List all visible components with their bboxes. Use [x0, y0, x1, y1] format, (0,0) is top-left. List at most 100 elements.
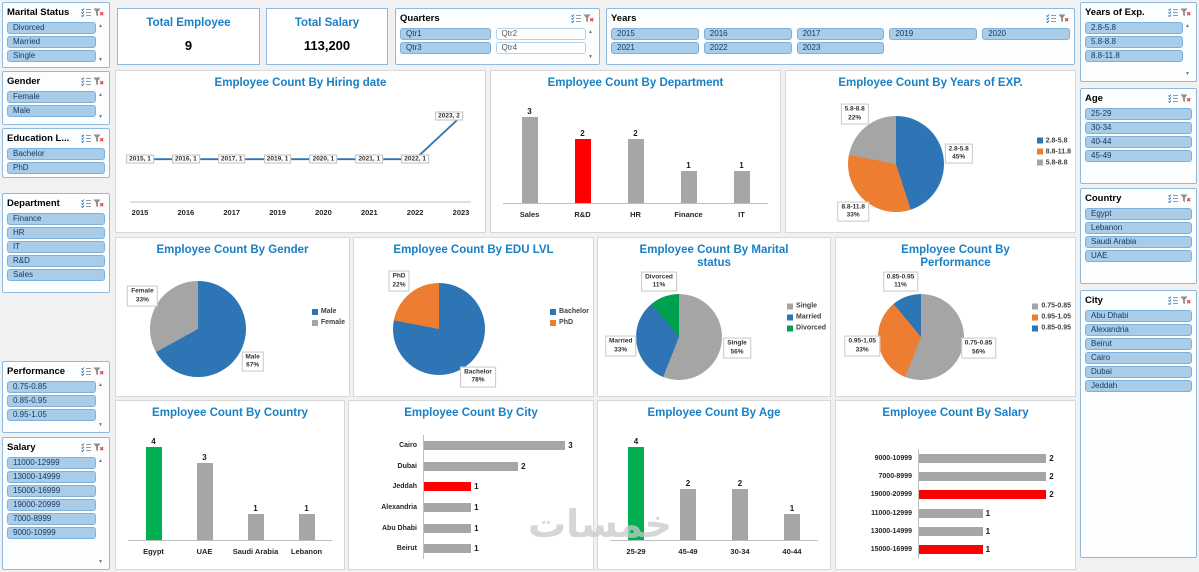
- clear-filter-icon[interactable]: [92, 76, 105, 87]
- slicer-item-13000-14999[interactable]: 13000-14999: [7, 471, 96, 483]
- axis-label: 11000-12999: [871, 509, 912, 517]
- slicer-item-2017[interactable]: 2017: [796, 28, 885, 40]
- slicer-item-45-49[interactable]: 45-49: [1085, 150, 1192, 162]
- slicer-item-male[interactable]: Male: [7, 105, 96, 117]
- slicer-header: Years of Exp.: [1085, 6, 1192, 19]
- scroll-up-icon[interactable]: ▲: [98, 23, 103, 29]
- slicer-scrollbar[interactable]: ▲ ▼: [586, 28, 595, 61]
- slicer-item-married[interactable]: Married: [7, 36, 96, 48]
- slicer-items: 2015 2016 2017 2019 2020 2021 2022 2023: [611, 28, 1070, 61]
- slicer-scrollbar[interactable]: ▲ ▼: [96, 457, 105, 566]
- scroll-down-icon[interactable]: ▼: [1185, 71, 1190, 77]
- slicer-scrollbar[interactable]: ▲ ▼: [96, 91, 105, 121]
- clear-filter-icon[interactable]: [1057, 13, 1070, 24]
- slicer-item-2016[interactable]: 2016: [703, 28, 792, 40]
- slicer-item-15000-16999[interactable]: 15000-16999: [7, 485, 96, 497]
- pie-graphic: [636, 294, 722, 380]
- scroll-down-icon[interactable]: ▼: [98, 559, 103, 565]
- multi-select-icon[interactable]: [79, 198, 92, 209]
- slicer-item-qtr1[interactable]: Qtr1: [400, 28, 491, 40]
- slicer-scrollbar[interactable]: ▲ ▼: [96, 381, 105, 429]
- slicer-item-8-8-11-8[interactable]: 8.8-11.8: [1085, 50, 1183, 62]
- slicer-item-uae[interactable]: UAE: [1085, 250, 1192, 262]
- clear-filter-icon[interactable]: [1179, 93, 1192, 104]
- scroll-down-icon[interactable]: ▼: [98, 57, 103, 63]
- slicer-item-qtr4[interactable]: Qtr4: [495, 42, 586, 54]
- slicer-items: Female Male ▲ ▼: [7, 91, 105, 121]
- slicer-item-abu-dhabi[interactable]: Abu Dhabi: [1085, 310, 1192, 322]
- slicer-item-saudi-arabia[interactable]: Saudi Arabia: [1085, 236, 1192, 248]
- slicer-item-beirut[interactable]: Beirut: [1085, 338, 1192, 350]
- slicer-item-dubai[interactable]: Dubai: [1085, 366, 1192, 378]
- clear-filter-icon[interactable]: [582, 13, 595, 24]
- slicer-item-0-75-0-85[interactable]: 0.75-0.85: [7, 381, 96, 393]
- slicer-item-7000-8999[interactable]: 7000-8999: [7, 513, 96, 525]
- slicer-item-2-8-5-8[interactable]: 2.8-5.8: [1085, 22, 1183, 34]
- multi-select-icon[interactable]: [79, 76, 92, 87]
- slicer-scrollbar[interactable]: ▲ ▼: [96, 22, 105, 64]
- scroll-up-icon[interactable]: ▲: [98, 382, 103, 388]
- multi-select-icon[interactable]: [1166, 93, 1179, 104]
- slicer-item-19000-20999[interactable]: 19000-20999: [7, 499, 96, 511]
- slicer-item-0-85-0-95[interactable]: 0.85-0.95: [7, 395, 96, 407]
- slicer-item-2015[interactable]: 2015: [611, 28, 699, 40]
- scroll-up-icon[interactable]: ▲: [588, 29, 593, 35]
- slicer-item-2019[interactable]: 2019: [889, 28, 978, 40]
- slicer-item-r-d[interactable]: R&D: [7, 255, 105, 267]
- slicer-item-lebanon[interactable]: Lebanon: [1085, 222, 1192, 234]
- slicer-item-hr[interactable]: HR: [7, 227, 105, 239]
- clear-filter-icon[interactable]: [92, 133, 105, 144]
- slicer-item-bachelor[interactable]: Bachelor: [7, 148, 105, 160]
- slicer-item-11000-12999[interactable]: 11000-12999: [7, 457, 96, 469]
- slicer-item-it[interactable]: IT: [7, 241, 105, 253]
- scroll-up-icon[interactable]: ▲: [1185, 23, 1190, 29]
- slicer-item-2023[interactable]: 2023: [796, 42, 885, 54]
- clear-filter-icon[interactable]: [1179, 295, 1192, 306]
- slicer-item-30-34[interactable]: 30-34: [1085, 122, 1192, 134]
- clear-filter-icon[interactable]: [92, 198, 105, 209]
- slicer-item-qtr2[interactable]: Qtr2: [495, 28, 586, 40]
- scroll-down-icon[interactable]: ▼: [98, 422, 103, 428]
- multi-select-icon[interactable]: [1044, 13, 1057, 24]
- slicer-item-divorced[interactable]: Divorced: [7, 22, 96, 34]
- slicer-item-egypt[interactable]: Egypt: [1085, 208, 1192, 220]
- slicer-item-0-95-1-05[interactable]: 0.95-1.05: [7, 409, 96, 421]
- slicer-item-5-8-8-8[interactable]: 5.8-8.8: [1085, 36, 1183, 48]
- multi-select-icon[interactable]: [1166, 193, 1179, 204]
- axis-label: 30-34: [730, 547, 750, 556]
- clear-filter-icon[interactable]: [92, 366, 105, 377]
- slicer-item-2020[interactable]: 2020: [982, 28, 1070, 40]
- slicer-item-2021[interactable]: 2021: [611, 42, 699, 54]
- multi-select-icon[interactable]: [569, 13, 582, 24]
- slicer-item-cairo[interactable]: Cairo: [1085, 352, 1192, 364]
- multi-select-icon[interactable]: [79, 366, 92, 377]
- clear-filter-icon[interactable]: [92, 442, 105, 453]
- clear-filter-icon[interactable]: [92, 7, 105, 18]
- scroll-up-icon[interactable]: ▲: [98, 92, 103, 98]
- slicer-item-female[interactable]: Female: [7, 91, 96, 103]
- slicer-scrollbar[interactable]: ▲ ▼: [1183, 22, 1192, 78]
- slicer-item-alexandria[interactable]: Alexandria: [1085, 324, 1192, 336]
- slicer-item-2022[interactable]: 2022: [703, 42, 792, 54]
- scroll-up-icon[interactable]: ▲: [98, 458, 103, 464]
- slicer-item-sales[interactable]: Sales: [7, 269, 105, 281]
- slicer-item-jeddah[interactable]: Jeddah: [1085, 380, 1192, 392]
- multi-select-icon[interactable]: [1166, 295, 1179, 306]
- multi-select-icon[interactable]: [79, 7, 92, 18]
- slicer-item-9000-10999[interactable]: 9000-10999: [7, 527, 96, 539]
- slicer-item-25-29[interactable]: 25-29: [1085, 108, 1192, 120]
- multi-select-icon[interactable]: [79, 133, 92, 144]
- clear-filter-icon[interactable]: [1179, 7, 1192, 18]
- scroll-down-icon[interactable]: ▼: [98, 114, 103, 120]
- slicer-item-finance[interactable]: Finance: [7, 213, 105, 225]
- slicer-item-phd[interactable]: PhD: [7, 162, 105, 174]
- multi-select-icon[interactable]: [1166, 7, 1179, 18]
- clear-filter-icon[interactable]: [1179, 193, 1192, 204]
- slicer-items: 0.75-0.85 0.85-0.95 0.95-1.05 ▲ ▼: [7, 381, 105, 429]
- multi-select-icon[interactable]: [79, 442, 92, 453]
- slicer-item-single[interactable]: Single: [7, 50, 96, 62]
- slicer-item-qtr3[interactable]: Qtr3: [400, 42, 491, 54]
- scroll-down-icon[interactable]: ▼: [588, 54, 593, 60]
- slicer-item-40-44[interactable]: 40-44: [1085, 136, 1192, 148]
- bar-row: Abu Dhabi 1: [357, 517, 577, 539]
